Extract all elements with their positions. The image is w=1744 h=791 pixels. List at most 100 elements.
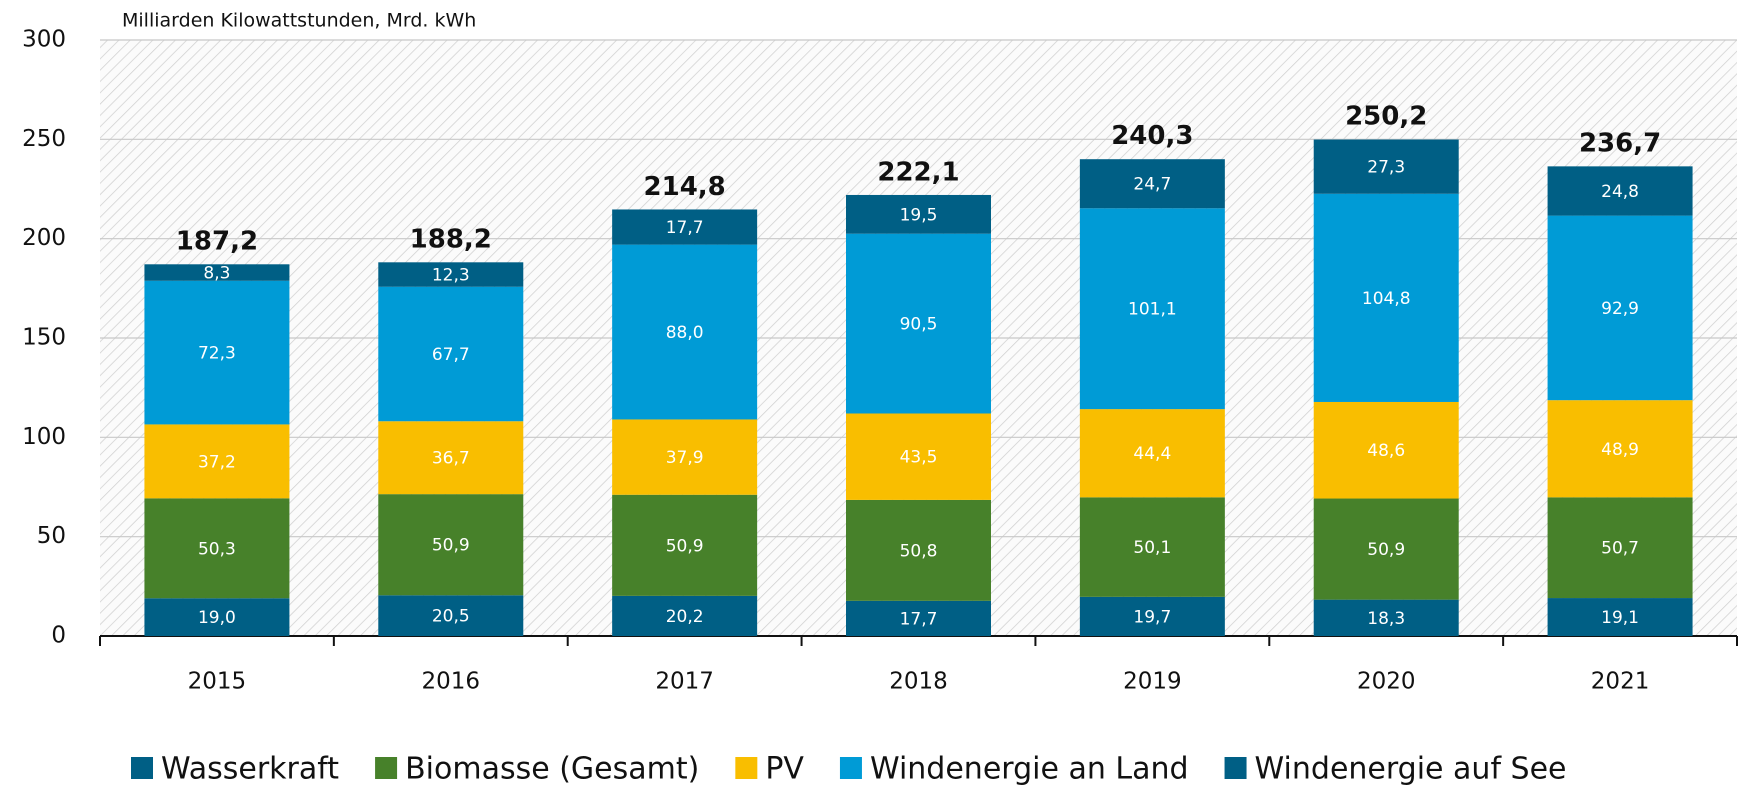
y-tick-label: 300 <box>22 27 66 53</box>
bar-segment <box>1079 409 1225 498</box>
data-label: 20,2 <box>666 607 704 627</box>
total-label: 214,8 <box>644 172 726 202</box>
legend-marker <box>1224 757 1247 779</box>
bar-segment <box>378 286 524 422</box>
x-tick-label: 2019 <box>1123 669 1182 695</box>
x-tick-label: 2016 <box>422 669 481 695</box>
data-label: 24,7 <box>1133 175 1171 195</box>
bar-segment <box>1313 193 1459 402</box>
bar-segment <box>1547 497 1693 599</box>
total-label: 187,2 <box>176 227 258 257</box>
data-label: 50,1 <box>1133 538 1171 558</box>
bar-segment <box>846 413 991 500</box>
data-label: 24,8 <box>1601 182 1639 202</box>
total-label: 250,2 <box>1345 101 1427 131</box>
bar-segment <box>144 264 290 281</box>
data-label: 20,5 <box>432 607 470 627</box>
legend-label: Wasserkraft <box>161 752 339 787</box>
bar-segment <box>1313 599 1459 636</box>
bar-segment <box>612 595 758 636</box>
bar-segment <box>846 233 991 414</box>
data-label: 50,3 <box>198 539 236 559</box>
data-label: 27,3 <box>1367 158 1405 178</box>
legend-marker <box>735 757 758 779</box>
data-label: 90,5 <box>900 315 938 335</box>
y-tick-label: 50 <box>37 523 66 549</box>
data-label: 17,7 <box>666 218 704 238</box>
data-label: 101,1 <box>1128 300 1177 320</box>
data-label: 19,0 <box>198 608 236 628</box>
data-label: 44,4 <box>1133 444 1171 464</box>
data-label: 36,7 <box>432 449 470 469</box>
bar-segment <box>144 598 290 636</box>
data-label: 50,9 <box>666 536 704 556</box>
total-label: 188,2 <box>410 225 492 255</box>
data-label: 72,3 <box>198 344 236 364</box>
data-label: 50,9 <box>1367 540 1405 560</box>
x-tick-label: 2015 <box>188 669 247 695</box>
legend-label: PV <box>765 752 804 787</box>
bar-segment <box>1079 159 1225 209</box>
bar-segment <box>1313 139 1459 194</box>
data-label: 48,6 <box>1367 441 1405 461</box>
y-tick-label: 150 <box>22 325 66 351</box>
data-label: 8,3 <box>203 264 230 284</box>
bar-segment <box>1547 166 1693 216</box>
bar-segment <box>1313 401 1459 499</box>
bar-segment <box>1313 498 1459 600</box>
bar-segment <box>1547 215 1693 401</box>
bar-segment <box>1079 208 1225 410</box>
subtitle: Milliarden Kilowattstunden, Mrd. kWh <box>122 10 476 32</box>
x-tick-label: 2017 <box>655 669 714 695</box>
bar-segment <box>378 494 524 596</box>
bar-segment <box>1079 596 1225 636</box>
bar-segment <box>378 262 524 287</box>
data-label: 48,9 <box>1601 440 1639 460</box>
bar-segment <box>1547 598 1693 636</box>
bar-segment <box>612 209 758 245</box>
bar-segment <box>612 419 758 495</box>
data-label: 67,7 <box>432 345 470 365</box>
legend-label: Windenergie an Land <box>870 752 1189 787</box>
x-tick-label: 2020 <box>1357 669 1416 695</box>
data-label: 50,8 <box>900 541 938 561</box>
bar-segment <box>144 498 290 599</box>
bar-segment <box>378 421 524 495</box>
legend-marker <box>839 757 862 779</box>
bar-segment <box>846 499 991 601</box>
y-tick-label: 0 <box>51 623 66 649</box>
data-label: 50,9 <box>432 536 470 556</box>
x-tick-label: 2018 <box>889 669 948 695</box>
bar-segment <box>378 595 524 636</box>
bar-segment <box>612 244 758 420</box>
data-label: 50,7 <box>1601 539 1639 559</box>
bar-segment <box>1547 400 1693 498</box>
legend-marker <box>375 757 398 779</box>
data-label: 104,8 <box>1362 289 1411 309</box>
total-label: 236,7 <box>1579 128 1661 158</box>
data-label: 37,9 <box>666 448 704 468</box>
data-label: 19,1 <box>1601 608 1639 628</box>
y-tick-label: 250 <box>22 126 66 152</box>
data-label: 19,5 <box>900 205 938 225</box>
total-label: 240,3 <box>1111 121 1193 151</box>
bar-segment <box>846 600 991 636</box>
data-label: 88,0 <box>666 323 704 343</box>
data-label: 37,2 <box>198 452 236 472</box>
bar-segment <box>846 194 991 234</box>
y-tick-label: 100 <box>22 424 66 450</box>
bar-segment <box>144 424 290 499</box>
data-label: 43,5 <box>900 448 938 468</box>
data-label: 18,3 <box>1367 609 1405 629</box>
legend-marker <box>131 757 153 779</box>
data-label: 17,7 <box>900 609 938 629</box>
legend-label: Biomasse (Gesamt) <box>405 752 699 787</box>
bar-segment <box>612 494 758 596</box>
bar-segment <box>144 280 290 425</box>
total-label: 222,1 <box>877 157 959 187</box>
bar-segment <box>1079 497 1225 597</box>
y-tick-label: 200 <box>22 225 66 251</box>
data-label: 92,9 <box>1601 299 1639 319</box>
x-tick-label: 2021 <box>1591 669 1650 695</box>
